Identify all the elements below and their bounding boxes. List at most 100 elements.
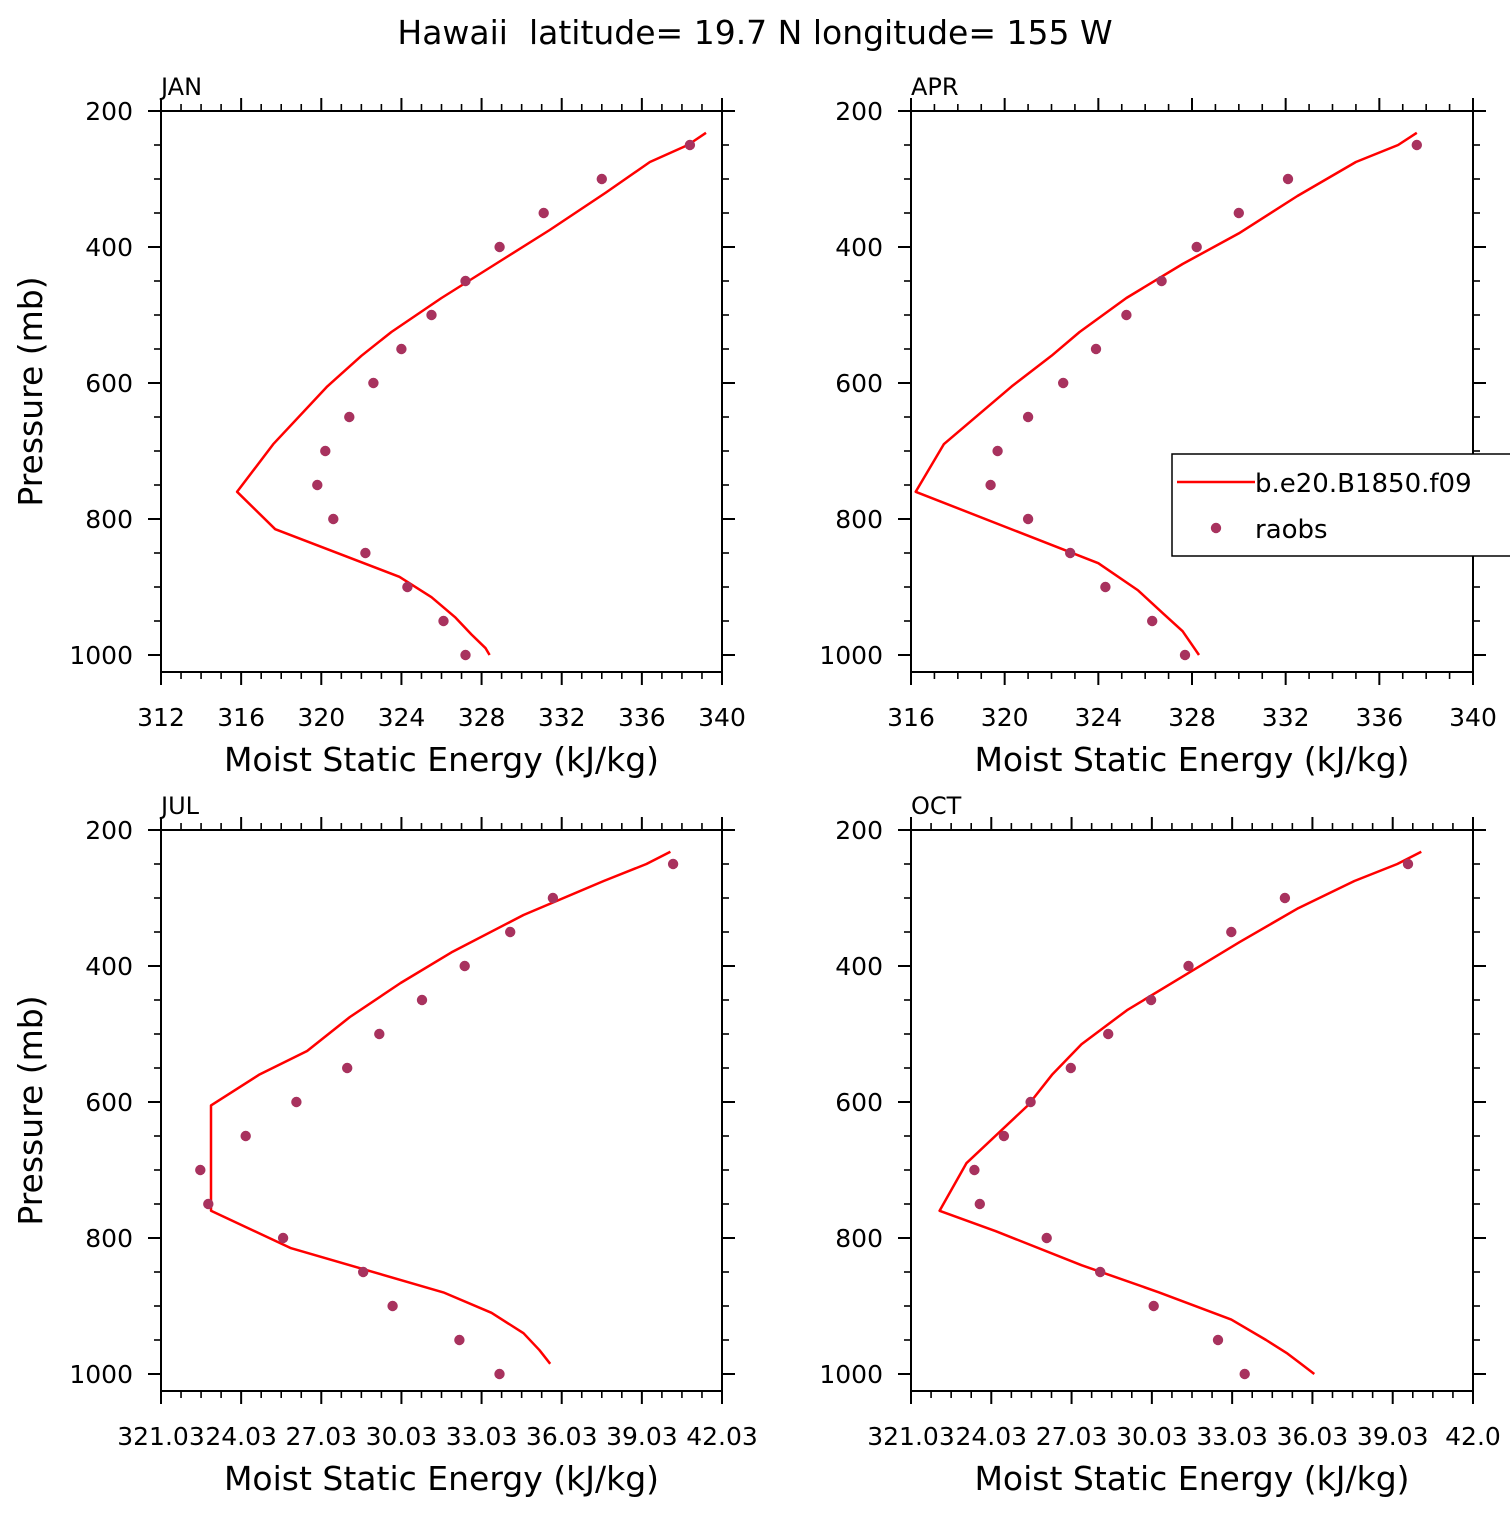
obs-point	[195, 1164, 206, 1176]
obs-point	[1103, 1028, 1114, 1040]
x-tick-label: 332	[538, 703, 586, 732]
x-axis-label: Moist Static Energy (kJ/kg)	[224, 740, 659, 779]
x-tick-label: 328	[1168, 703, 1216, 732]
panel-label: APR	[911, 73, 959, 101]
obs-point	[1065, 1062, 1077, 1074]
obs-point	[1090, 343, 1102, 355]
obs-point	[1095, 1266, 1106, 1278]
x-tick-label: 36.03	[526, 1422, 598, 1451]
obs-point	[402, 581, 413, 593]
y-tick-label: 200	[835, 97, 883, 126]
obs-point	[1226, 926, 1237, 938]
y-tick-label: 400	[835, 233, 883, 262]
obs-point	[396, 343, 407, 355]
legend-dot-marker	[1210, 522, 1222, 534]
y-axis-label: Pressure (mb)	[11, 995, 50, 1225]
y-tick-label: 200	[85, 816, 133, 845]
x-tick-label: 324	[378, 703, 426, 732]
x-axis-label: Moist Static Energy (kJ/kg)	[224, 1459, 659, 1498]
obs-point	[1156, 275, 1167, 287]
x-tick-label: 39.03	[606, 1422, 678, 1451]
obs-point	[1183, 960, 1194, 972]
obs-point	[1402, 858, 1414, 870]
obs-point	[312, 479, 323, 491]
y-tick-label: 800	[835, 1224, 883, 1253]
y-tick-label: 200	[85, 97, 133, 126]
x-tick-label: 324	[1074, 703, 1122, 732]
x-axis-label: Moist Static Energy (kJ/kg)	[974, 740, 1409, 779]
x-tick-label: 316	[217, 703, 265, 732]
x-tick-label: 320	[297, 703, 345, 732]
plot-frame	[910, 110, 1474, 673]
x-tick-label: 30.03	[1116, 1422, 1188, 1451]
obs-point	[684, 139, 696, 151]
obs-point	[203, 1198, 214, 1210]
plot-frame	[160, 110, 723, 673]
obs-point	[1145, 994, 1157, 1006]
y-tick-label: 1000	[819, 1360, 883, 1389]
obs-point	[969, 1164, 980, 1176]
x-tick-label: 336	[1355, 703, 1403, 732]
x-tick-label: 27.03	[285, 1422, 357, 1451]
y-tick-label: 800	[85, 1224, 133, 1253]
legend-box	[1171, 453, 1510, 557]
y-tick-label: 800	[85, 505, 133, 534]
obs-point	[460, 649, 471, 661]
series-line-model	[914, 131, 1418, 656]
x-tick-label: 321.03	[117, 1422, 204, 1451]
y-tick-label: 400	[835, 952, 883, 981]
obs-point	[454, 1334, 465, 1346]
obs-point	[494, 1368, 505, 1380]
obs-point	[342, 1062, 353, 1074]
y-tick-label: 600	[835, 369, 883, 398]
panel-oct: OCT 321.03 24.03 27.03 30.03 33.03 36.03 39.03 4…	[819, 792, 1500, 1498]
obs-point	[1233, 207, 1245, 219]
x-tick-label: 312	[137, 703, 185, 732]
panel-label: OCT	[911, 792, 962, 820]
x-tick-label: 332	[1262, 703, 1310, 732]
obs-point	[328, 513, 339, 525]
obs-point	[1282, 173, 1294, 185]
obs-point	[368, 377, 379, 389]
obs-point	[1065, 547, 1076, 559]
x-tick-label: 39.03	[1357, 1422, 1429, 1451]
panel-label: JAN	[159, 73, 202, 101]
obs-point	[1147, 615, 1158, 627]
series-line-model	[938, 850, 1422, 1375]
y-tick-label: 600	[85, 369, 133, 398]
x-tick-label: 340	[1449, 703, 1497, 732]
obs-point	[358, 1266, 369, 1278]
legend: b.e20.B1850.f09 raobs	[1171, 453, 1510, 557]
x-tick-label: 24.03	[205, 1422, 277, 1451]
obs-point	[974, 1198, 985, 1210]
x-tick-label: 27.03	[1036, 1422, 1108, 1451]
y-tick-label: 600	[835, 1088, 883, 1117]
x-tick-label: 42.0	[1445, 1422, 1501, 1451]
x-tick-label: 316	[887, 703, 935, 732]
obs-point	[291, 1096, 302, 1108]
x-tick-label: 320	[981, 703, 1029, 732]
y-axis-label: Pressure (mb)	[11, 276, 50, 506]
panel-jan: JAN 312 316 320 324 328 332 336 340 200 400 600 800 1…	[11, 73, 746, 779]
obs-point	[416, 994, 428, 1006]
obs-point	[320, 445, 331, 457]
x-tick-label: 328	[458, 703, 506, 732]
plot-frame	[160, 829, 723, 1392]
y-tick-label: 1000	[69, 1360, 133, 1389]
x-tick-label: 33.03	[1196, 1422, 1268, 1451]
obs-point	[277, 1232, 289, 1244]
y-tick-label: 1000	[69, 641, 133, 670]
obs-point	[596, 173, 607, 185]
x-axis-label: Moist Static Energy (kJ/kg)	[974, 1459, 1409, 1498]
obs-point	[374, 1028, 385, 1040]
obs-point	[1025, 1096, 1036, 1108]
x-tick-label: 30.03	[366, 1422, 438, 1451]
obs-point	[459, 960, 470, 972]
obs-point	[1179, 649, 1191, 661]
obs-point	[494, 241, 505, 253]
obs-point	[360, 547, 371, 559]
obs-point	[985, 479, 996, 491]
obs-point	[505, 926, 516, 938]
x-tick-label: 33.03	[446, 1422, 518, 1451]
series-line-model	[209, 850, 671, 1365]
